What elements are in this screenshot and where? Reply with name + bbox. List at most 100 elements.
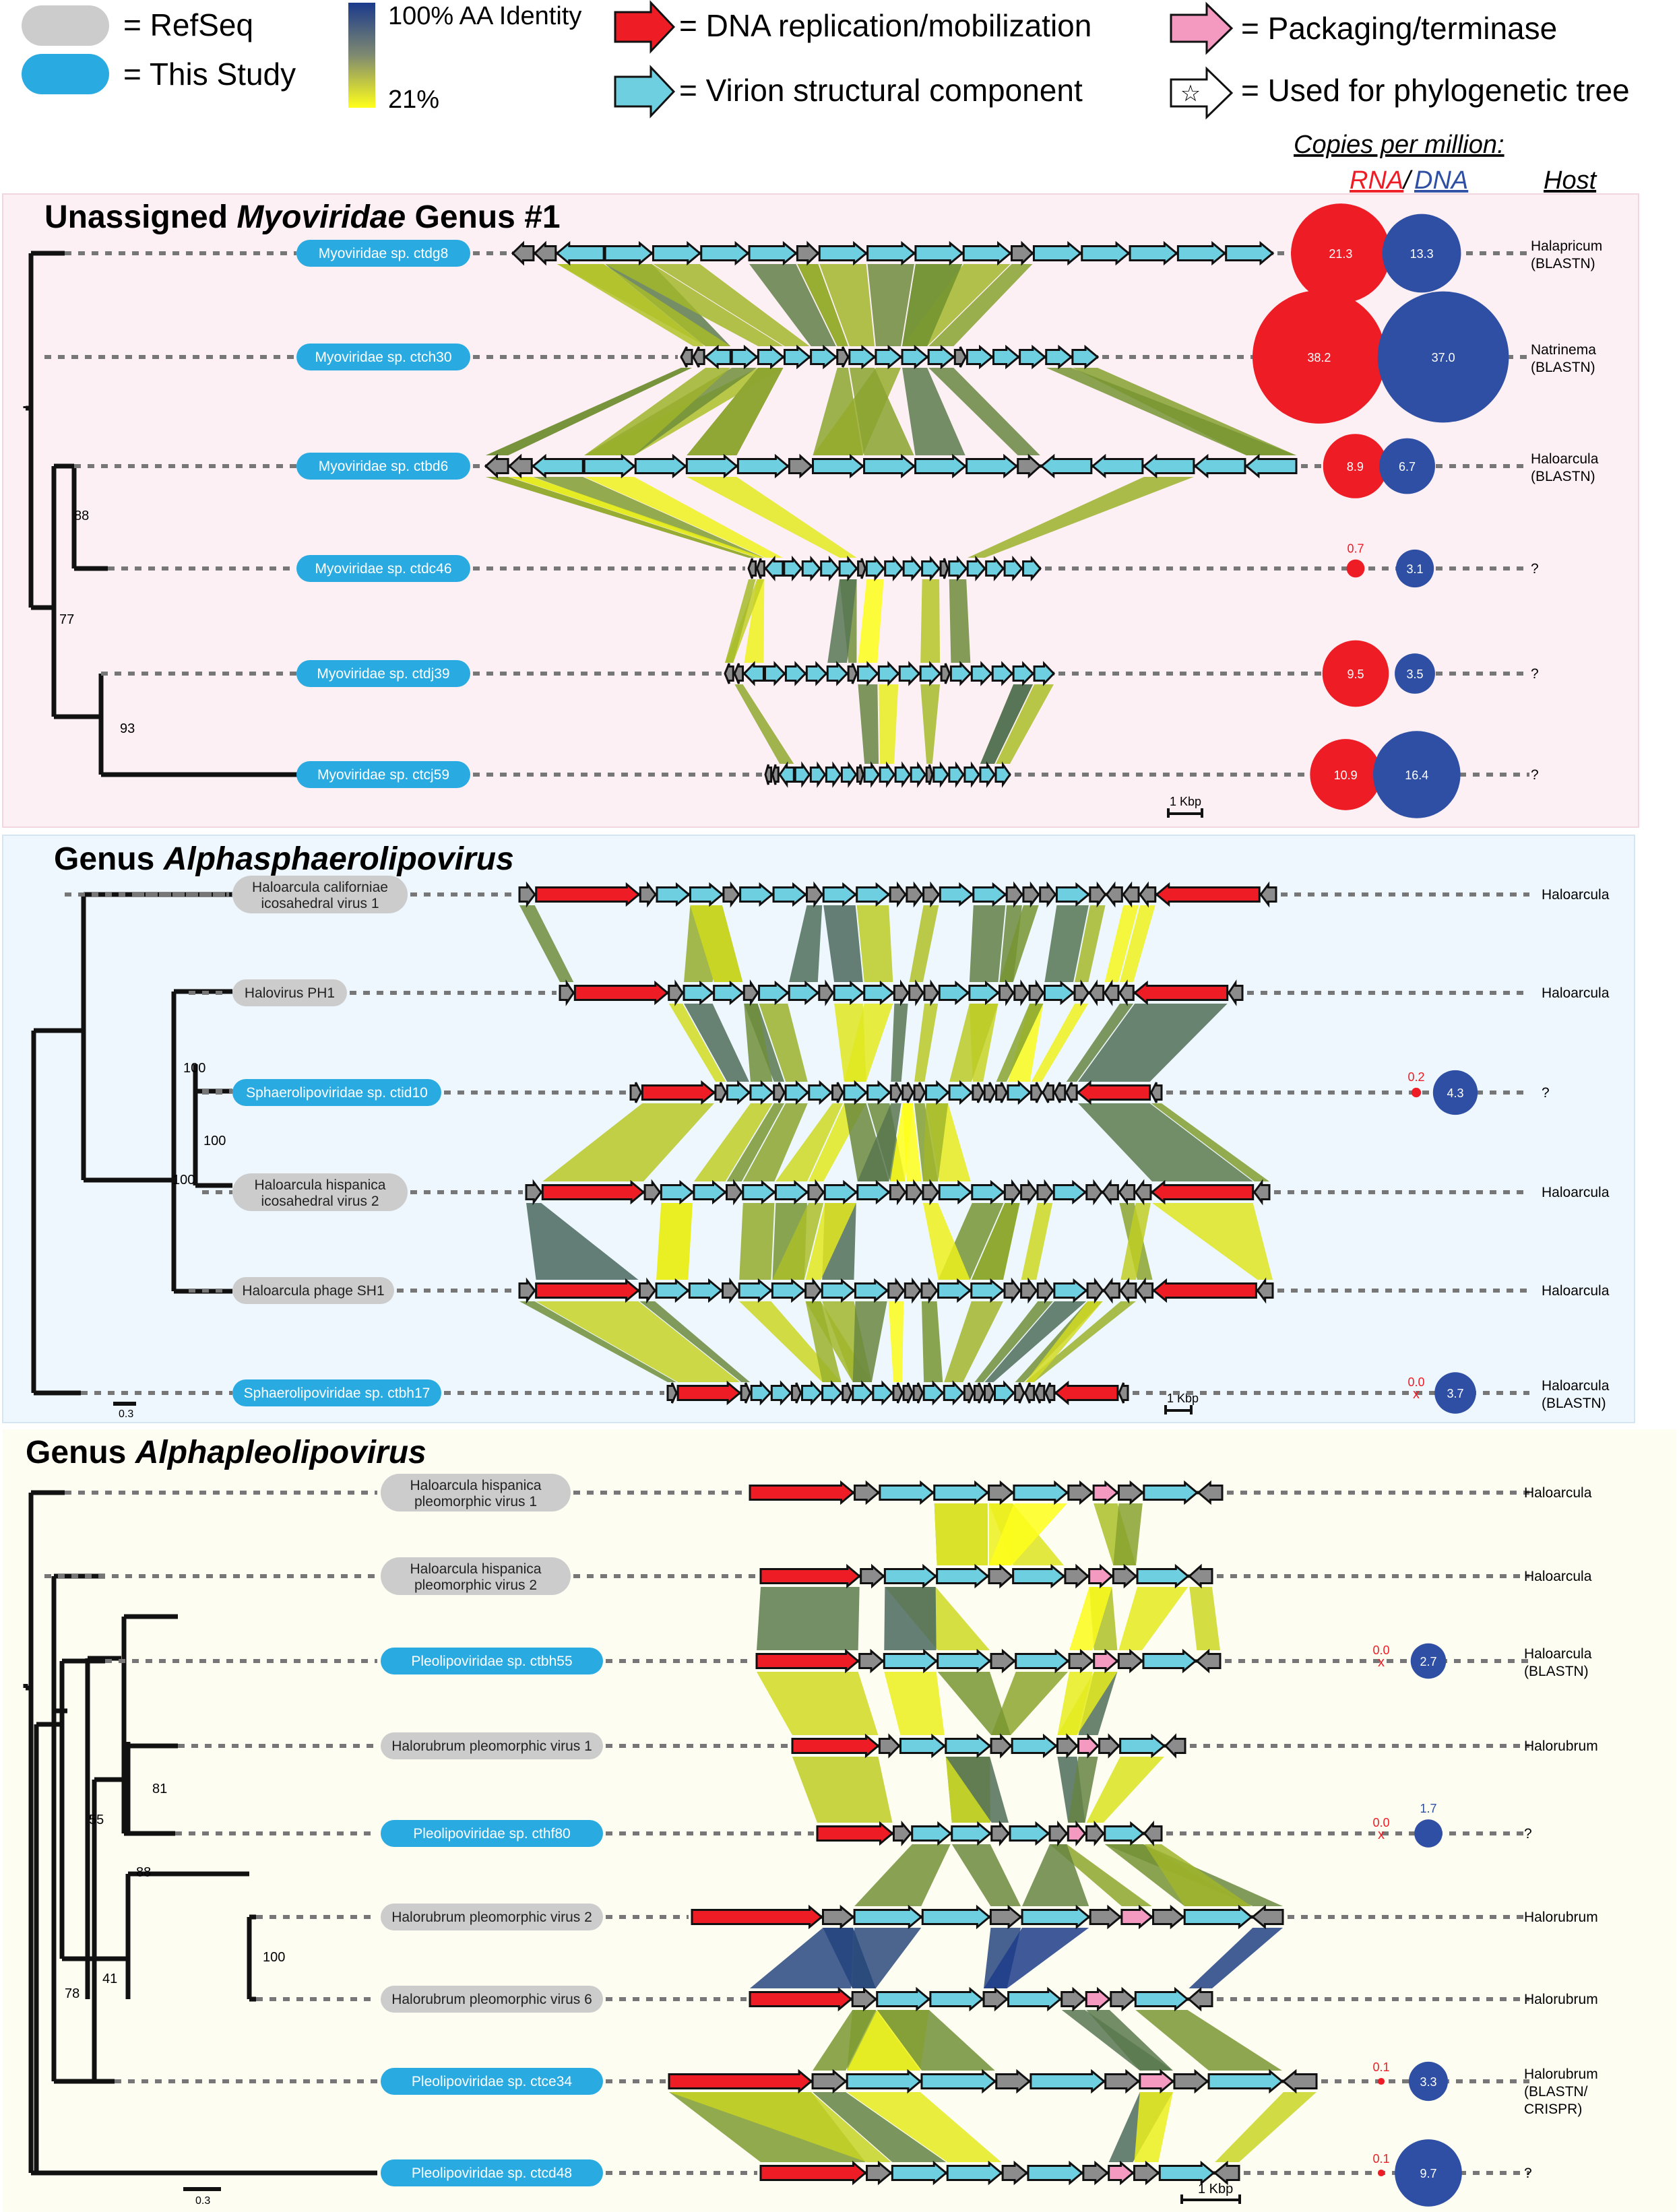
gene-arrow <box>733 663 745 684</box>
gene-arrow <box>906 881 924 908</box>
gene-arrow <box>1011 1733 1058 1759</box>
rna-zero-marker: x <box>1378 1655 1385 1670</box>
gene-arrow <box>1152 1278 1257 1303</box>
gene-arrow <box>893 979 910 1006</box>
genome-map <box>749 1480 1224 1505</box>
gene-arrow <box>770 1380 792 1406</box>
gene-arrow <box>963 1382 975 1404</box>
genome-label-pill <box>381 1904 603 1930</box>
gene-arrow <box>883 1648 939 1674</box>
identity-link <box>984 1301 1087 1382</box>
gene-arrow <box>655 1278 690 1303</box>
rna-value: 21.3 <box>1329 247 1352 261</box>
identity-link <box>884 1672 945 1735</box>
gene-arrow <box>1085 1986 1112 2012</box>
identity-link <box>999 905 1022 982</box>
identity-link <box>656 1203 693 1280</box>
genome-map <box>518 1277 1274 1304</box>
genome-label-pill <box>232 1173 408 1211</box>
gene-arrow <box>826 661 849 686</box>
gene-arrow <box>1012 661 1035 686</box>
genome-name: Pleolipoviridae sp. ctcd48 <box>412 2166 572 2181</box>
gene-arrow <box>901 344 929 370</box>
genome-label-pill <box>296 240 470 267</box>
rna-abundance-circle <box>1323 434 1388 498</box>
genome-name: Myoviridae sp. ctbd6 <box>319 459 449 474</box>
gene-arrow <box>838 555 858 582</box>
gene-arrow <box>1102 1277 1120 1304</box>
gene-arrow <box>891 2160 948 2186</box>
gene-arrow <box>1065 1082 1078 1103</box>
bootstrap-value: 41 <box>102 1972 117 1986</box>
rna-abundance-circle <box>1253 290 1386 424</box>
gene-arrow <box>747 558 757 579</box>
identity-link <box>1189 1587 1220 1650</box>
host-method-line-2: CRISPR) <box>1524 2102 1582 2117</box>
gene-arrow <box>863 980 895 1006</box>
host-method: (BLASTN) <box>1524 1664 1589 1679</box>
gene-arrow <box>1053 1082 1067 1103</box>
identity-link <box>519 1301 677 1382</box>
gene-arrow <box>713 980 745 1006</box>
gene-arrow <box>533 240 557 266</box>
identity-link <box>823 905 863 982</box>
genome-row: Halorubrum pleomorphic virus 1 Halorubrum <box>381 1732 1598 1759</box>
gene-arrow <box>866 240 916 266</box>
identity-link <box>739 1203 775 1280</box>
bootstrap-value: 78 <box>65 1986 80 2001</box>
gene-arrow <box>772 882 807 907</box>
genome-map <box>791 1733 1186 1759</box>
gene-arrow <box>1001 2160 1029 2186</box>
identity-link <box>1134 2092 1173 2162</box>
gene-arrow <box>801 555 821 582</box>
gene-arrow <box>604 240 654 266</box>
identity-link <box>879 684 899 764</box>
rna-value: 0.1 <box>1372 2060 1389 2074</box>
gene-arrow <box>818 979 834 1006</box>
gene-arrow <box>1091 453 1144 479</box>
host-name: Halapricum <box>1531 238 1602 254</box>
gene-arrow <box>863 453 916 479</box>
genome-label-pill <box>381 1732 603 1759</box>
gene-arrow <box>757 344 785 370</box>
gene-arrow <box>1250 1904 1284 1930</box>
gene-arrow <box>908 979 924 1006</box>
genome-label-pill <box>232 1379 441 1406</box>
gene-arrow <box>949 661 972 686</box>
rna-abundance-circle <box>1291 203 1391 303</box>
gene-arrow <box>660 1179 695 1205</box>
dna-replication-label: = DNA replication/mobilization <box>679 8 1091 43</box>
identity-link <box>951 1844 1021 1906</box>
gene-arrow <box>982 1986 1009 2012</box>
genome-map <box>764 761 1011 788</box>
gene-arrow <box>968 980 1000 1006</box>
identity-link <box>884 1587 937 1650</box>
bootstrap-value: 55 <box>89 1813 104 1827</box>
identity-link <box>669 2092 891 2162</box>
gene-arrow <box>507 453 533 479</box>
gene-arrow <box>965 453 1019 479</box>
gene-arrow <box>1188 1563 1213 1589</box>
genome-name: Pleolipoviridae sp. ctbh55 <box>411 1654 572 1669</box>
gene-arrow <box>995 2069 1032 2094</box>
gene-arrow <box>1142 1648 1197 1674</box>
bootstrap-value: 77 <box>59 612 74 627</box>
identity-link <box>725 579 756 663</box>
gene-arrow <box>920 2069 997 2094</box>
tree-scale-label: 0.3 <box>119 1408 133 1420</box>
genome-name-line-2: icosahedral virus 1 <box>261 896 379 911</box>
host-name: Haloarcula <box>1542 887 1610 903</box>
gene-arrow <box>1155 882 1261 907</box>
gene-arrow <box>809 761 827 788</box>
gene-arrow <box>923 979 940 1006</box>
gene-arrow <box>1013 979 1029 1006</box>
identity-link <box>1086 2010 1173 2071</box>
gene-arrow <box>1110 1986 1136 2012</box>
identity-link <box>949 1004 999 1082</box>
gene-arrow <box>953 346 968 368</box>
genome-map <box>518 881 1277 908</box>
gene-arrow <box>932 761 949 788</box>
gene-arrow <box>703 344 732 370</box>
identity-link <box>914 1004 939 1082</box>
